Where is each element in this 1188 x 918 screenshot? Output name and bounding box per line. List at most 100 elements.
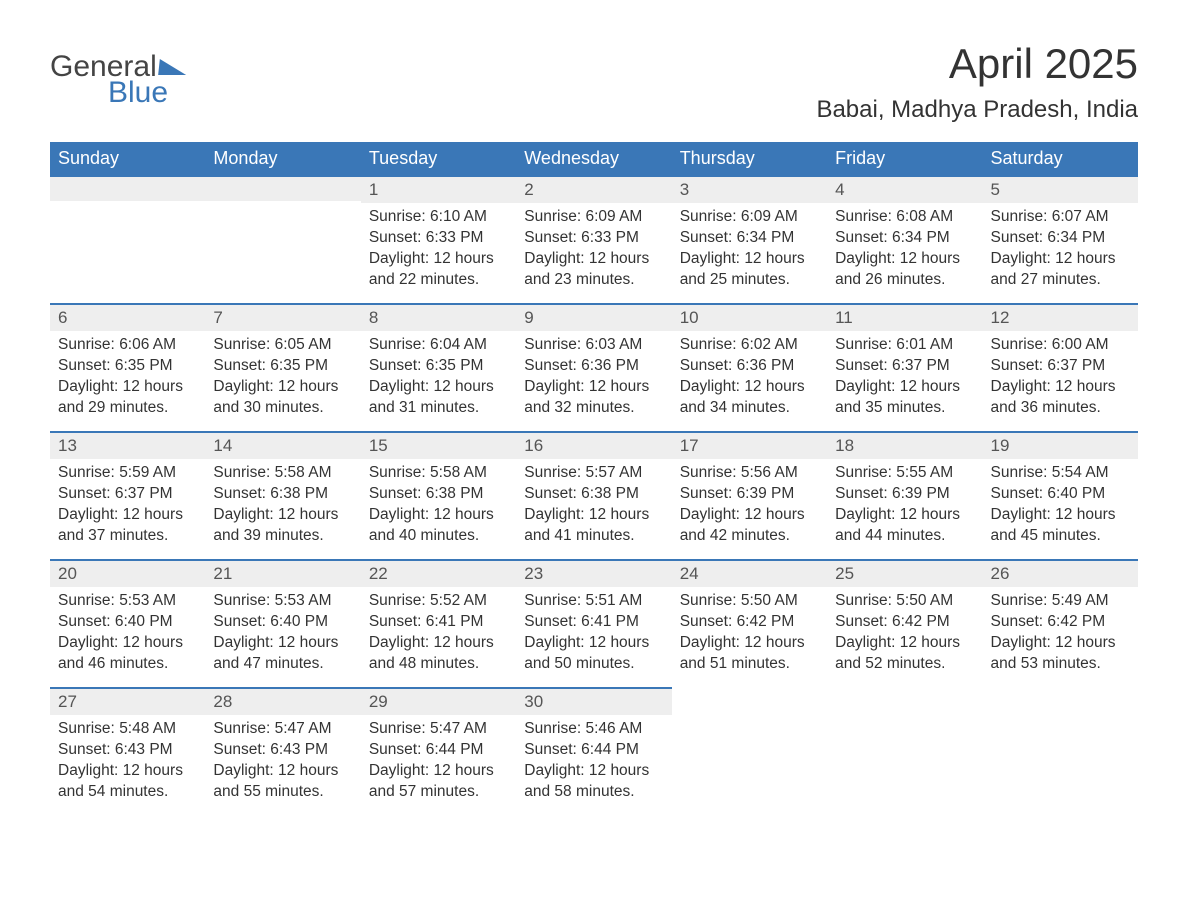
day-number: 27 [50,687,205,715]
sunset-label: Sunset: [369,613,422,630]
daylight-line: Daylight: 12 hours and 50 minutes. [524,633,663,675]
calendar-day-cell: 4Sunrise: 6:08 AMSunset: 6:34 PMDaylight… [827,175,982,303]
daylight-line: Daylight: 12 hours and 30 minutes. [213,377,352,419]
sunset-line: Sunset: 6:44 PM [369,740,508,761]
daylight-line: Daylight: 12 hours and 46 minutes. [58,633,197,675]
daylight-line: Daylight: 12 hours and 40 minutes. [369,505,508,547]
sunrise-label: Sunrise: [213,464,270,481]
daylight-line: Daylight: 12 hours and 51 minutes. [680,633,819,675]
sunrise-line: Sunrise: 5:53 AM [58,591,197,612]
calendar-day-cell: 21Sunrise: 5:53 AMSunset: 6:40 PMDayligh… [205,559,360,687]
day-details: Sunrise: 5:47 AMSunset: 6:43 PMDaylight:… [205,715,360,811]
day-number: 14 [205,431,360,459]
daylight-line: Daylight: 12 hours and 23 minutes. [524,249,663,291]
sunset-label: Sunset: [991,485,1044,502]
calendar-week-row: 1Sunrise: 6:10 AMSunset: 6:33 PMDaylight… [50,175,1138,303]
sunset-label: Sunset: [58,485,111,502]
sunrise-label: Sunrise: [524,208,581,225]
sunrise-value: 5:54 AM [1052,464,1109,481]
sunset-value: 6:42 PM [737,613,795,630]
sunset-line: Sunset: 6:36 PM [524,356,663,377]
sunrise-line: Sunrise: 5:58 AM [213,463,352,484]
sunset-value: 6:37 PM [1047,357,1105,374]
sunrise-value: 5:46 AM [585,720,642,737]
day-number: 13 [50,431,205,459]
sunrise-line: Sunrise: 5:47 AM [369,719,508,740]
sunrise-value: 5:50 AM [741,592,798,609]
calendar-week-row: 6Sunrise: 6:06 AMSunset: 6:35 PMDaylight… [50,303,1138,431]
sunset-line: Sunset: 6:33 PM [369,228,508,249]
sunset-value: 6:37 PM [115,485,173,502]
daylight-line: Daylight: 12 hours and 39 minutes. [213,505,352,547]
sunset-label: Sunset: [58,613,111,630]
sunrise-line: Sunrise: 5:50 AM [835,591,974,612]
day-details: Sunrise: 5:58 AMSunset: 6:38 PMDaylight:… [205,459,360,555]
sunset-line: Sunset: 6:37 PM [58,484,197,505]
empty-day-header [205,175,360,201]
daylight-label: Daylight: [680,506,740,523]
sunset-value: 6:44 PM [426,741,484,758]
sunset-label: Sunset: [680,485,733,502]
sunrise-line: Sunrise: 6:04 AM [369,335,508,356]
daylight-line: Daylight: 12 hours and 54 minutes. [58,761,197,803]
day-details: Sunrise: 5:58 AMSunset: 6:38 PMDaylight:… [361,459,516,555]
sunset-value: 6:35 PM [115,357,173,374]
day-number: 1 [361,175,516,203]
sunrise-line: Sunrise: 5:53 AM [213,591,352,612]
daylight-label: Daylight: [58,378,118,395]
calendar-day-cell: 5Sunrise: 6:07 AMSunset: 6:34 PMDaylight… [983,175,1138,303]
calendar-day-cell: 27Sunrise: 5:48 AMSunset: 6:43 PMDayligh… [50,687,205,815]
day-number: 26 [983,559,1138,587]
sunset-value: 6:39 PM [892,485,950,502]
sunrise-line: Sunrise: 5:56 AM [680,463,819,484]
sunset-value: 6:35 PM [426,357,484,374]
sunset-label: Sunset: [524,485,577,502]
sunset-line: Sunset: 6:34 PM [835,228,974,249]
sunset-line: Sunset: 6:41 PM [524,612,663,633]
sunrise-value: 6:09 AM [741,208,798,225]
month-title: April 2025 [816,40,1138,88]
day-details: Sunrise: 6:00 AMSunset: 6:37 PMDaylight:… [983,331,1138,427]
sunrise-line: Sunrise: 6:08 AM [835,207,974,228]
sunrise-value: 6:04 AM [430,336,487,353]
day-details: Sunrise: 6:07 AMSunset: 6:34 PMDaylight:… [983,203,1138,299]
sunrise-line: Sunrise: 5:47 AM [213,719,352,740]
calendar-day-cell: 30Sunrise: 5:46 AMSunset: 6:44 PMDayligh… [516,687,671,815]
sunrise-line: Sunrise: 5:54 AM [991,463,1130,484]
sunrise-label: Sunrise: [835,464,892,481]
sunrise-line: Sunrise: 6:09 AM [680,207,819,228]
sunrise-line: Sunrise: 5:46 AM [524,719,663,740]
daylight-line: Daylight: 12 hours and 53 minutes. [991,633,1130,675]
daylight-label: Daylight: [835,506,895,523]
weekday-header: Monday [205,142,360,175]
weekday-header: Saturday [983,142,1138,175]
daylight-line: Daylight: 12 hours and 36 minutes. [991,377,1130,419]
sunset-label: Sunset: [369,357,422,374]
sunrise-value: 6:00 AM [1052,336,1109,353]
day-number: 19 [983,431,1138,459]
day-details: Sunrise: 5:59 AMSunset: 6:37 PMDaylight:… [50,459,205,555]
calendar-day-cell: 23Sunrise: 5:51 AMSunset: 6:41 PMDayligh… [516,559,671,687]
sunrise-line: Sunrise: 5:48 AM [58,719,197,740]
sunset-label: Sunset: [835,485,888,502]
sunrise-line: Sunrise: 5:49 AM [991,591,1130,612]
sunrise-value: 6:07 AM [1052,208,1109,225]
daylight-label: Daylight: [991,506,1051,523]
sunset-value: 6:38 PM [426,485,484,502]
daylight-line: Daylight: 12 hours and 34 minutes. [680,377,819,419]
sunrise-line: Sunrise: 6:09 AM [524,207,663,228]
day-details: Sunrise: 6:09 AMSunset: 6:34 PMDaylight:… [672,203,827,299]
daylight-label: Daylight: [369,634,429,651]
sunrise-value: 6:08 AM [896,208,953,225]
calendar-day-cell: 9Sunrise: 6:03 AMSunset: 6:36 PMDaylight… [516,303,671,431]
sunrise-value: 6:02 AM [741,336,798,353]
calendar-week-row: 27Sunrise: 5:48 AMSunset: 6:43 PMDayligh… [50,687,1138,815]
sunset-label: Sunset: [213,613,266,630]
day-number: 21 [205,559,360,587]
day-details: Sunrise: 5:51 AMSunset: 6:41 PMDaylight:… [516,587,671,683]
day-number: 20 [50,559,205,587]
sunrise-line: Sunrise: 6:00 AM [991,335,1130,356]
calendar-day-cell: 12Sunrise: 6:00 AMSunset: 6:37 PMDayligh… [983,303,1138,431]
day-details: Sunrise: 5:53 AMSunset: 6:40 PMDaylight:… [205,587,360,683]
sunrise-label: Sunrise: [991,336,1048,353]
